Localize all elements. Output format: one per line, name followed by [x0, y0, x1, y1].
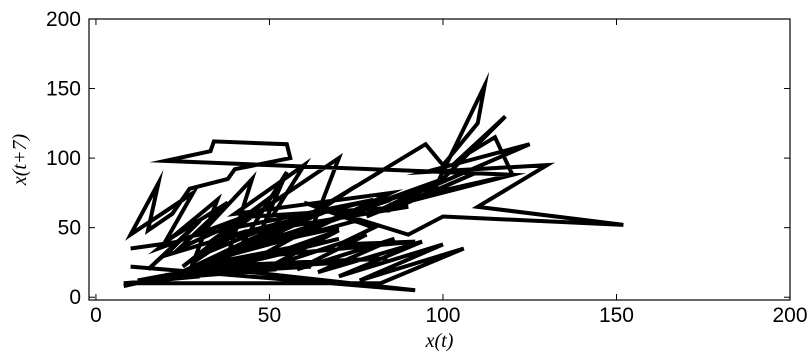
axis-ticks: 0 50 100 150 200 0 50 100 150 200	[46, 8, 808, 327]
plot-area	[123, 71, 624, 293]
y-tick-label-150: 150	[46, 78, 81, 101]
y-tick-label-50: 50	[58, 217, 81, 240]
y-axis-label: x(t+7)	[9, 134, 31, 187]
y-tick-label-200: 200	[46, 8, 81, 31]
x-tick-label-0: 0	[90, 304, 102, 327]
x-axis-label: x(t)	[425, 330, 454, 352]
y-tick-label-0: 0	[69, 286, 81, 309]
x-tick-label-50: 50	[258, 304, 281, 327]
x-tick-label-150: 150	[599, 304, 634, 327]
x-tick-label-100: 100	[425, 304, 460, 327]
x-tick-label-200: 200	[772, 304, 807, 327]
y-tick-label-100: 100	[46, 147, 81, 170]
series-line-0	[123, 71, 624, 293]
plot-frame	[88, 18, 791, 301]
